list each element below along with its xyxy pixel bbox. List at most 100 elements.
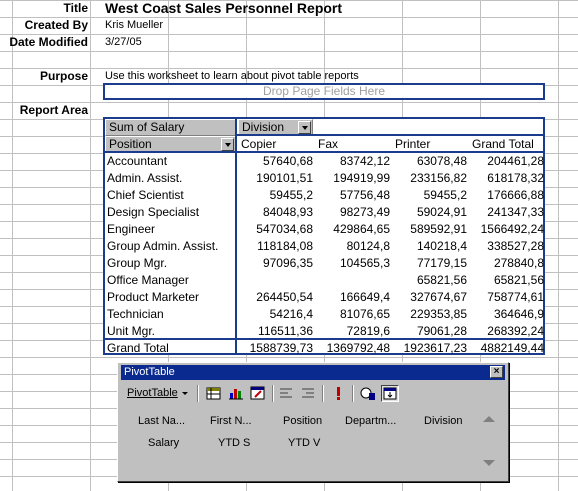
value-cell[interactable]: 229353,85: [410, 307, 467, 321]
field-button-salary[interactable]: Salary: [148, 437, 180, 449]
row-label[interactable]: Unit Mgr.: [107, 324, 156, 338]
value-cell[interactable]: 1588739,73: [249, 341, 313, 355]
chevron-down-icon[interactable]: [298, 121, 311, 134]
value-cell[interactable]: 65821,56: [493, 273, 544, 287]
field-settings-icon[interactable]: [359, 385, 377, 402]
scroll-down-icon[interactable]: [482, 459, 496, 467]
row-field-button[interactable]: Position: [105, 136, 236, 153]
value-cell[interactable]: 241347,33: [487, 205, 544, 219]
value-cell[interactable]: 59455,2: [423, 188, 467, 202]
value-cell[interactable]: 204461,28: [487, 154, 544, 168]
row-label[interactable]: Admin. Assist.: [107, 171, 183, 185]
column-header[interactable]: Grand Total: [472, 137, 534, 151]
pivottable-menu-button[interactable]: PivotTable: [127, 385, 188, 401]
field-button-ytd-v[interactable]: YTD V: [288, 437, 321, 449]
hide-detail-icon[interactable]: [277, 385, 295, 402]
row-label[interactable]: Product Marketer: [107, 290, 200, 304]
value-cell[interactable]: 166649,4: [339, 290, 390, 304]
value-cell[interactable]: 57756,48: [339, 188, 390, 202]
value-cell[interactable]: 264450,54: [256, 290, 313, 304]
value-cell[interactable]: 84048,93: [262, 205, 313, 219]
row-field-label: Position: [109, 137, 152, 151]
row-label[interactable]: Engineer: [107, 222, 156, 236]
pivot-wizard-icon[interactable]: [249, 385, 267, 402]
value-cell[interactable]: 278840,8: [493, 256, 544, 270]
created-by-value[interactable]: Kris Mueller: [105, 19, 164, 31]
field-button-last-name[interactable]: Last Na...: [138, 415, 186, 427]
value-cell[interactable]: 268392,24: [487, 324, 544, 338]
grand-total-row-label[interactable]: Grand Total: [107, 341, 169, 355]
row-label[interactable]: Group Mgr.: [107, 256, 168, 270]
chart-wizard-icon[interactable]: [227, 385, 245, 402]
value-cell[interactable]: 1566492,24: [480, 222, 544, 236]
show-field-list-icon: [383, 387, 397, 400]
value-cell[interactable]: 72819,6: [346, 324, 390, 338]
column-field-button[interactable]: Division: [238, 119, 313, 136]
value-cell[interactable]: 140218,4: [416, 239, 467, 253]
row-label[interactable]: Technician: [107, 307, 164, 321]
row-label[interactable]: Chief Scientist: [107, 188, 184, 202]
value-cell[interactable]: 1923617,23: [403, 341, 467, 355]
field-button-ytd-s[interactable]: YTD S: [218, 437, 251, 449]
field-button-position[interactable]: Position: [283, 415, 323, 427]
value-cell[interactable]: 1369792,48: [326, 341, 390, 355]
value-cell[interactable]: 65821,56: [416, 273, 467, 287]
row-label[interactable]: Group Admin. Assist.: [107, 239, 219, 253]
purpose-value[interactable]: Use this worksheet to learn about pivot …: [105, 70, 359, 82]
pivot-rule: [105, 338, 545, 340]
value-cell[interactable]: 104565,3: [339, 256, 390, 270]
value-cell[interactable]: 57640,68: [262, 154, 313, 168]
value-cell[interactable]: 589592,91: [410, 222, 467, 236]
value-cell[interactable]: 97096,35: [262, 256, 313, 270]
value-cell[interactable]: 116511,36: [258, 324, 313, 338]
date-modified-value[interactable]: 3/27/05: [105, 36, 142, 48]
chevron-down-icon[interactable]: [221, 138, 234, 151]
value-cell[interactable]: 77179,15: [416, 256, 467, 270]
value-cell[interactable]: 758774,61: [487, 290, 544, 304]
value-cell[interactable]: 59024,91: [416, 205, 467, 219]
value-cell[interactable]: 364646,9: [493, 307, 544, 321]
show-field-list-button[interactable]: [381, 385, 399, 402]
drop-page-fields-area[interactable]: Drop Page Fields Here: [103, 83, 545, 100]
value-cell[interactable]: 618178,32: [487, 171, 544, 185]
value-cell[interactable]: 79061,28: [416, 324, 467, 338]
row-label[interactable]: Accountant: [107, 154, 168, 168]
close-icon[interactable]: ×: [490, 366, 503, 378]
field-button-division[interactable]: Division: [424, 415, 463, 427]
value-cell[interactable]: 83742,12: [339, 154, 390, 168]
data-field-button[interactable]: Sum of Salary: [105, 119, 236, 136]
value-cell[interactable]: 98273,49: [339, 205, 390, 219]
value-cell[interactable]: 327674,67: [410, 290, 467, 304]
purpose-label: Purpose: [39, 69, 88, 83]
value-cell[interactable]: 194919,99: [333, 171, 390, 185]
toolbar-titlebar[interactable]: PivotTable ×: [121, 365, 505, 380]
pivottable-toolbar-window[interactable]: PivotTable × PivotTable: [117, 362, 509, 482]
refresh-icon[interactable]: [329, 385, 347, 402]
value-cell[interactable]: 118184,08: [257, 239, 313, 253]
field-button-first-name[interactable]: First N...: [210, 415, 252, 427]
value-cell[interactable]: 80124,8: [346, 239, 390, 253]
value-cell[interactable]: 429864,65: [333, 222, 390, 236]
value-cell[interactable]: 338527,28: [487, 239, 544, 253]
value-cell[interactable]: 63078,48: [416, 154, 467, 168]
show-detail-icon[interactable]: [299, 385, 317, 402]
column-header[interactable]: Copier: [241, 137, 277, 151]
report-title[interactable]: West Coast Sales Personnel Report: [105, 0, 343, 16]
scroll-up-icon[interactable]: [482, 415, 496, 423]
data-field-label: Sum of Salary: [109, 120, 185, 134]
value-cell[interactable]: 233156,82: [410, 171, 467, 185]
value-cell[interactable]: 176666,88: [487, 188, 544, 202]
value-cell[interactable]: 59455,2: [269, 188, 313, 202]
row-label[interactable]: Design Specialist: [107, 205, 200, 219]
field-button-department[interactable]: Departm...: [345, 415, 397, 427]
value-cell[interactable]: 4882149,44: [480, 341, 544, 355]
value-cell[interactable]: 190101,51: [256, 171, 313, 185]
row-label[interactable]: Office Manager: [107, 273, 189, 287]
value-cell[interactable]: 547034,68: [256, 222, 313, 236]
value-cell[interactable]: 81076,65: [339, 307, 390, 321]
value-cell[interactable]: 54216,4: [269, 307, 313, 321]
column-header[interactable]: Printer: [395, 137, 431, 151]
column-header[interactable]: Fax: [318, 137, 339, 151]
format-report-icon[interactable]: [205, 385, 223, 402]
pivot-table[interactable]: Sum of Salary Division Position Copier F…: [103, 117, 545, 355]
